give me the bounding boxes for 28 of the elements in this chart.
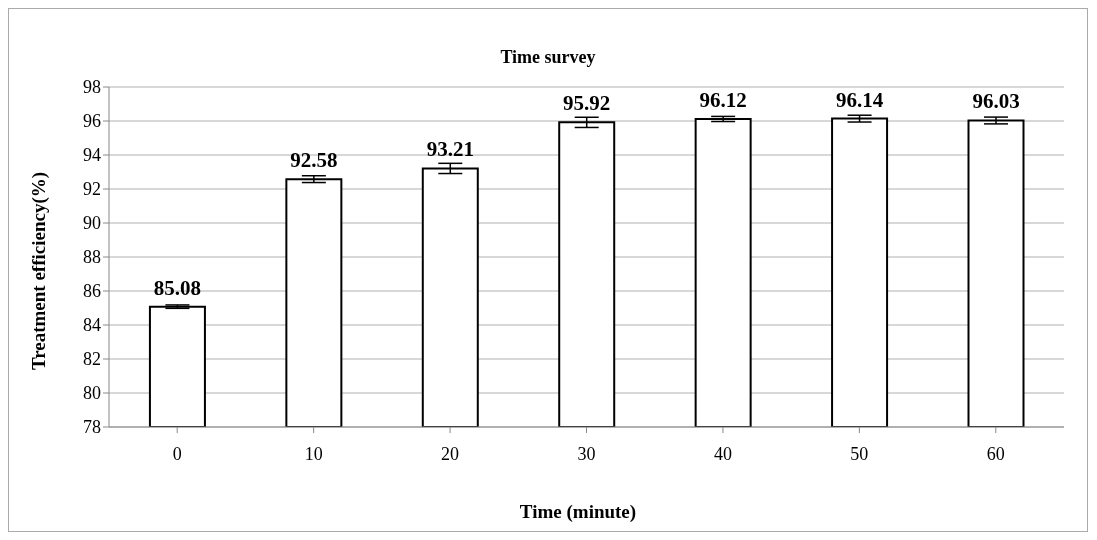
y-tick-label: 86 xyxy=(83,281,101,302)
x-tick-label: 0 xyxy=(172,443,182,464)
x-tick-label: 40 xyxy=(713,443,732,464)
y-tick-label: 82 xyxy=(83,349,101,370)
y-tick-label: 98 xyxy=(83,77,101,98)
data-label: 92.58 xyxy=(290,148,338,173)
data-label: 93.21 xyxy=(426,137,474,162)
y-tick-label: 90 xyxy=(83,213,101,234)
chart-title: Time survey xyxy=(499,47,597,68)
y-tick-label: 80 xyxy=(83,383,101,404)
data-label: 95.92 xyxy=(563,91,611,116)
y-tick-label: 96 xyxy=(83,111,101,132)
x-tick-label: 60 xyxy=(986,443,1005,464)
x-tick-label: 10 xyxy=(304,443,323,464)
y-tick-label: 92 xyxy=(83,179,101,200)
data-label: 96.14 xyxy=(835,87,884,112)
y-tick-label: 84 xyxy=(83,315,101,336)
data-label: 96.03 xyxy=(972,89,1020,114)
y-tick-label: 88 xyxy=(83,247,101,268)
y-axis-title: Treatment efficiency(%) xyxy=(28,171,50,371)
data-label: 85.08 xyxy=(153,275,202,300)
x-tick-label: 30 xyxy=(577,443,596,464)
y-tick-label: 94 xyxy=(83,145,101,166)
y-tick-label: 78 xyxy=(83,417,101,438)
x-tick-label: 20 xyxy=(441,443,460,464)
x-axis-title: Time (minute) xyxy=(518,501,638,523)
data-label: 96.12 xyxy=(699,87,747,112)
x-tick-label: 50 xyxy=(850,443,869,464)
